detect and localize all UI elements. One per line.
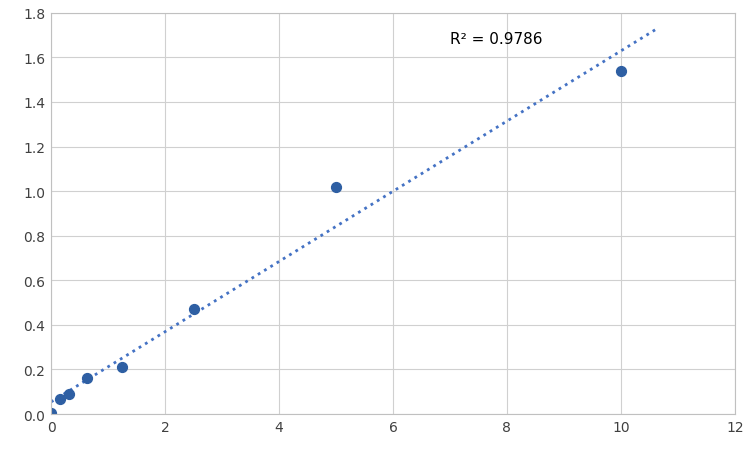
Point xyxy=(45,410,57,417)
Text: R² = 0.9786: R² = 0.9786 xyxy=(450,32,542,46)
Point xyxy=(615,68,627,75)
Point xyxy=(80,375,92,382)
Point xyxy=(54,396,66,403)
Point xyxy=(63,391,75,398)
Point xyxy=(330,184,342,191)
Point xyxy=(187,306,199,313)
Point xyxy=(117,364,129,371)
